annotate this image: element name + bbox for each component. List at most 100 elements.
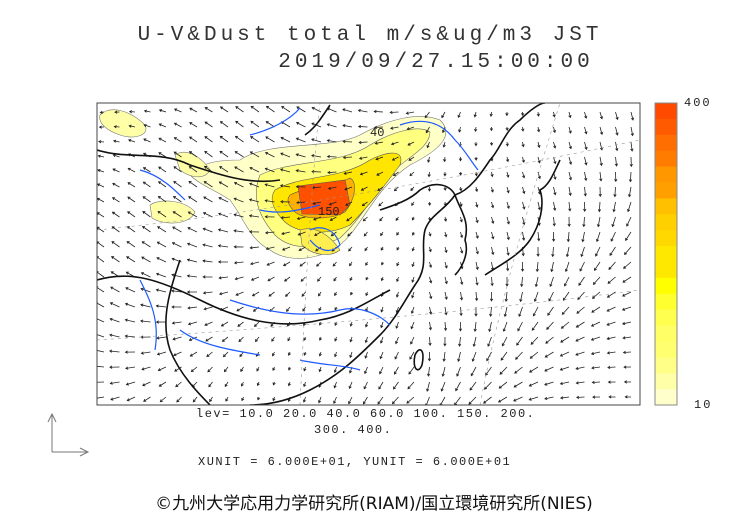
colorbar bbox=[654, 102, 678, 406]
wind-arrow bbox=[140, 335, 151, 339]
wind-arrow bbox=[532, 306, 539, 317]
colorbar-band bbox=[655, 277, 677, 295]
wind-arrow bbox=[590, 336, 601, 341]
wind-arrow bbox=[141, 241, 151, 248]
wind-arrow bbox=[204, 121, 213, 128]
wind-arrow bbox=[426, 381, 430, 392]
wind-arrow bbox=[219, 166, 229, 173]
wind-arrow bbox=[235, 120, 244, 128]
wind-arrow bbox=[342, 139, 353, 144]
wind-arrow bbox=[155, 272, 167, 278]
wind-arrow bbox=[378, 381, 384, 390]
wind-arrow bbox=[287, 336, 291, 342]
wind-arrow bbox=[97, 226, 105, 233]
wind-arrow bbox=[326, 107, 337, 113]
unit-info: XUNIT = 6.000E+01, YUNIT = 6.000E+01 bbox=[198, 455, 512, 469]
wind-arrow bbox=[171, 305, 182, 309]
wind-arrow bbox=[125, 287, 136, 293]
wind-arrow bbox=[318, 396, 322, 404]
wind-arrow bbox=[553, 156, 557, 165]
wind-arrow bbox=[608, 261, 616, 271]
wind-arrow bbox=[396, 246, 400, 251]
wind-arrow bbox=[444, 231, 448, 238]
map-frame bbox=[96, 102, 641, 406]
wind-arrow bbox=[295, 185, 306, 189]
wind-arrow bbox=[622, 291, 632, 297]
wind-arrow bbox=[142, 167, 151, 173]
wind-arrow bbox=[265, 136, 275, 143]
wind-arrow bbox=[111, 241, 120, 248]
wind-arrow bbox=[594, 261, 601, 271]
wind-arrow bbox=[611, 216, 616, 228]
wind-arrow bbox=[506, 216, 510, 225]
wind-arrow bbox=[189, 107, 198, 113]
wind-arrow bbox=[443, 171, 447, 177]
wind-arrow bbox=[268, 291, 275, 297]
wind-arrow bbox=[568, 186, 572, 197]
wind-arrow bbox=[615, 126, 619, 136]
wind-arrow bbox=[128, 124, 136, 128]
wind-arrow bbox=[141, 366, 151, 371]
wind-arrow bbox=[280, 152, 291, 158]
wind-arrow bbox=[519, 291, 523, 303]
wind-arrow bbox=[364, 366, 368, 375]
wind-arrow bbox=[112, 168, 120, 173]
wind-arrow bbox=[559, 396, 570, 400]
wind-arrow bbox=[537, 201, 541, 211]
rivers bbox=[139, 107, 479, 371]
wind-arrow bbox=[188, 151, 198, 158]
wind-arrow bbox=[411, 246, 415, 252]
wind-arrow bbox=[264, 183, 275, 188]
wind-arrow bbox=[501, 336, 508, 347]
wind-arrow bbox=[334, 306, 338, 311]
wind-arrow bbox=[469, 381, 477, 391]
wind-arrow bbox=[250, 276, 260, 281]
wind-arrow bbox=[272, 366, 276, 372]
wind-arrow bbox=[489, 141, 494, 146]
wind-arrow bbox=[158, 108, 167, 113]
wind-arrow bbox=[97, 154, 105, 158]
wind-arrow bbox=[287, 381, 291, 387]
wind-arrow bbox=[265, 246, 275, 251]
wind-arrow bbox=[202, 291, 213, 295]
wind-arrow bbox=[280, 200, 291, 204]
colorbar-band bbox=[655, 373, 677, 390]
wind-arrow bbox=[124, 334, 136, 338]
wind-arrow bbox=[173, 137, 182, 143]
wind-arrow bbox=[303, 366, 307, 372]
wind-arrow bbox=[607, 380, 616, 384]
wind-arrow bbox=[552, 216, 556, 227]
wind-arrow bbox=[97, 333, 105, 338]
wind-arrow bbox=[622, 350, 632, 355]
wind-arrow bbox=[347, 231, 353, 237]
wind-arrow bbox=[579, 261, 585, 272]
wind-arrow bbox=[280, 136, 291, 143]
wind-arrow bbox=[264, 215, 275, 219]
wind-arrow bbox=[224, 381, 229, 388]
wind-arrow bbox=[97, 169, 105, 173]
wind-arrow bbox=[287, 351, 291, 356]
wind-arrow bbox=[443, 156, 447, 163]
wind-arrow bbox=[187, 211, 198, 218]
wind-arrow bbox=[392, 171, 399, 176]
wind-arrow bbox=[544, 396, 554, 401]
wind-arrow bbox=[174, 366, 182, 372]
wind-arrow bbox=[225, 396, 229, 402]
wind-arrow bbox=[329, 216, 337, 221]
wind-arrow bbox=[429, 276, 433, 284]
wind-arrow bbox=[521, 126, 525, 132]
colorbar-band bbox=[655, 230, 677, 247]
wind-arrow bbox=[206, 351, 213, 357]
colorbar-band bbox=[655, 309, 677, 327]
wind-arrow bbox=[518, 306, 523, 317]
contour-levels-line2: 300. 400. bbox=[314, 423, 393, 437]
copyright-credit: ©九州大学応用力学研究所(RIAM)/国立環境研究所(NIES) bbox=[155, 494, 593, 514]
wind-arrow bbox=[475, 231, 479, 239]
wind-arrow bbox=[599, 171, 603, 182]
wind-arrow bbox=[520, 261, 525, 272]
wind-arrow bbox=[426, 366, 431, 377]
wind-arrow bbox=[315, 246, 322, 252]
wind-arrow bbox=[281, 106, 291, 113]
wind-arrow bbox=[458, 171, 463, 176]
wind-arrow bbox=[390, 141, 399, 146]
